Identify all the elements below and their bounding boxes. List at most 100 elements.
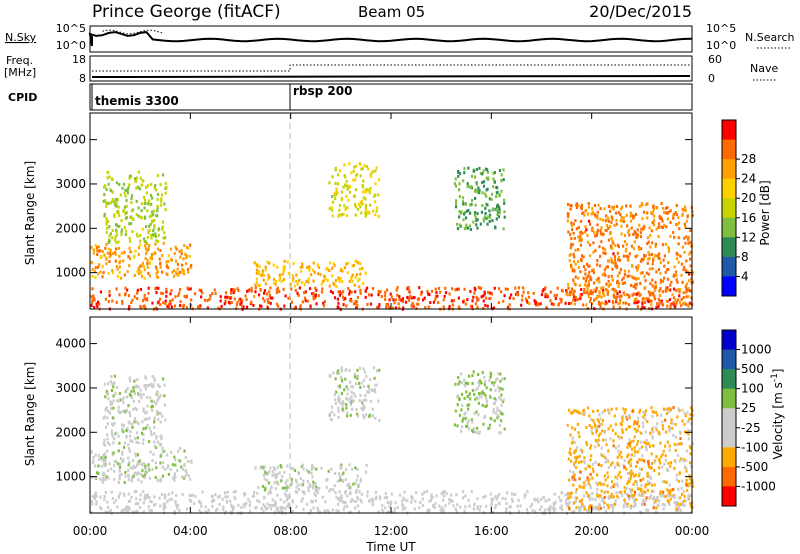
heatmap-cell <box>363 405 366 409</box>
heatmap-cell <box>109 508 112 512</box>
heatmap-cell <box>470 174 474 178</box>
heatmap-cell <box>494 388 497 392</box>
heatmap-cell <box>183 294 186 298</box>
heatmap-cell <box>575 488 578 492</box>
heatmap-cell <box>275 508 278 512</box>
heatmap-cell <box>485 397 488 401</box>
heatmap-cell <box>147 463 150 467</box>
heatmap-cell <box>355 478 358 482</box>
heatmap-cell <box>630 244 634 248</box>
heatmap-cell <box>682 296 685 300</box>
heatmap-cell <box>582 276 585 280</box>
heatmap-cell <box>577 260 580 264</box>
heatmap-cell <box>651 434 654 438</box>
heatmap-cell <box>135 464 139 468</box>
heatmap-cell <box>388 306 392 310</box>
heatmap-cell <box>450 299 453 303</box>
heatmap-cell <box>626 504 629 508</box>
heatmap-cell <box>609 424 612 428</box>
heatmap-cell <box>363 189 367 193</box>
heatmap-cell <box>295 273 298 277</box>
heatmap-cell <box>230 505 234 509</box>
freq-left-tick-bottom: 8 <box>79 72 86 85</box>
heatmap-cell <box>471 389 474 393</box>
heatmap-cell <box>359 479 362 483</box>
heatmap-cell <box>372 498 375 502</box>
heatmap-cell <box>611 246 614 250</box>
heatmap-cell <box>137 272 141 276</box>
heatmap-cell <box>625 254 628 258</box>
heatmap-cell <box>603 409 607 413</box>
cpid-segment-2: rbsp 200 <box>293 84 352 98</box>
heatmap-cell <box>135 440 138 444</box>
heatmap-cell <box>342 185 345 189</box>
heatmap-cell <box>141 441 144 445</box>
heatmap-cell <box>362 196 366 200</box>
heatmap-cell <box>155 265 158 269</box>
heatmap-cell <box>99 290 103 294</box>
heatmap-cell <box>604 438 608 442</box>
heatmap-cell <box>619 268 623 272</box>
heatmap-cell <box>474 388 477 392</box>
heatmap-cell <box>492 306 496 310</box>
heatmap-cell <box>572 440 575 444</box>
heatmap-cell <box>149 222 152 226</box>
heatmap-cell <box>635 277 638 281</box>
heatmap-cell <box>634 212 638 216</box>
heatmap-cell <box>596 426 599 430</box>
heatmap-cell <box>571 243 574 247</box>
heatmap-cell <box>617 449 620 453</box>
heatmap-cell <box>91 301 94 305</box>
heatmap-cell <box>362 179 365 183</box>
heatmap-cell <box>626 417 629 421</box>
heatmap-cell <box>165 186 168 190</box>
heatmap-cell <box>656 254 659 258</box>
heatmap-cell <box>120 230 123 234</box>
heatmap-cell <box>456 503 459 507</box>
heatmap-cell <box>689 264 692 268</box>
heatmap-cell <box>137 478 140 482</box>
heatmap-cell <box>150 509 153 513</box>
heatmap-cell <box>283 492 286 496</box>
heatmap-cell <box>594 498 597 502</box>
heatmap-cell <box>478 384 481 388</box>
heatmap-cell <box>107 300 110 304</box>
heatmap-cell <box>159 394 162 398</box>
heatmap-cell <box>335 509 338 513</box>
heatmap-cell <box>687 237 690 241</box>
colorbar-tick-label: -1000 <box>741 479 776 493</box>
heatmap-cell <box>131 466 134 470</box>
heatmap-cell <box>644 203 648 207</box>
heatmap-cell <box>332 262 335 266</box>
heatmap-cell <box>245 305 249 309</box>
heatmap-cell <box>655 270 658 274</box>
heatmap-cell <box>144 252 148 256</box>
heatmap-cell <box>604 300 607 304</box>
heatmap-cell <box>594 445 597 449</box>
heatmap-cell <box>586 286 589 290</box>
heatmap-cell <box>420 290 423 294</box>
heatmap-cell <box>496 211 500 215</box>
colorbar-segment <box>722 466 736 487</box>
heatmap-cell <box>141 420 144 424</box>
heatmap-cell <box>645 297 648 301</box>
heatmap-cell <box>599 417 602 421</box>
heatmap-cell <box>133 510 136 514</box>
heatmap-cell <box>348 400 352 404</box>
heatmap-cell <box>658 225 661 229</box>
heatmap-cell <box>606 471 609 475</box>
heatmap-cell <box>651 444 655 448</box>
heatmap-cell <box>688 474 691 478</box>
heatmap-cell <box>107 382 110 386</box>
heatmap-cell <box>591 431 594 435</box>
heatmap-cell <box>127 492 130 496</box>
heatmap-cell <box>669 220 672 224</box>
heatmap-cell <box>442 298 445 302</box>
heatmap-cell <box>614 300 618 304</box>
heatmap-cell <box>621 494 624 498</box>
heatmap-cell <box>644 483 647 487</box>
heatmap-cell <box>639 478 642 482</box>
heatmap-cell <box>607 275 610 279</box>
heatmap-cell <box>355 499 358 503</box>
heatmap-cell <box>553 492 556 496</box>
